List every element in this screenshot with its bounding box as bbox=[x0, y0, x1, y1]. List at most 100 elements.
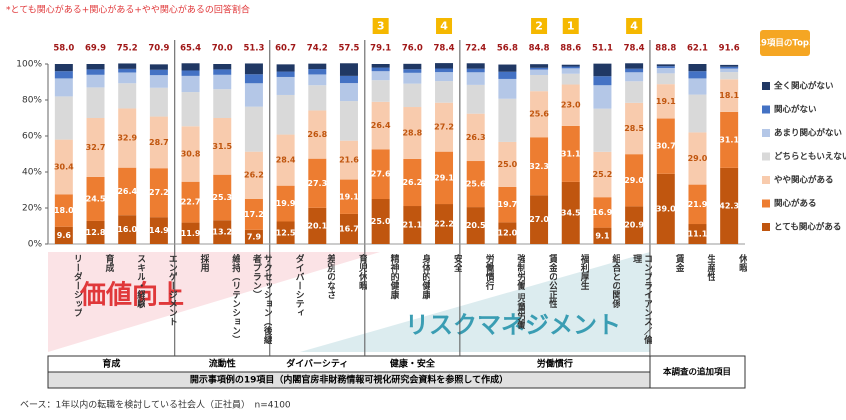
legend-label: 関心がない bbox=[774, 104, 817, 115]
value-label: 12.8 bbox=[86, 228, 106, 237]
y-tick-label: 0% bbox=[28, 240, 43, 250]
bar-segment bbox=[466, 113, 485, 162]
legend-label: あまり関心がない bbox=[774, 128, 842, 139]
bar-segment bbox=[435, 102, 454, 152]
bar-segment bbox=[149, 217, 168, 244]
bar-segment bbox=[530, 67, 549, 70]
extra-label: 本調査の追加項目 bbox=[663, 367, 731, 378]
value-label: 25.6 bbox=[529, 110, 549, 119]
bar-segment bbox=[593, 151, 612, 198]
group-footer: 開示事項例の19項目（内閣官房非財務情報可視化研究会資料を参照して作成） bbox=[190, 374, 508, 386]
bar-segment bbox=[149, 168, 168, 218]
total-label: 78.4 bbox=[434, 44, 455, 54]
bar-segment bbox=[86, 74, 105, 88]
bar-segment bbox=[54, 226, 73, 244]
category-label: エンゲージメント bbox=[166, 254, 177, 326]
legend-title-box bbox=[760, 30, 810, 56]
rank-badge bbox=[436, 18, 453, 34]
value-label: 19.7 bbox=[498, 200, 518, 209]
value-label: 11.1 bbox=[688, 230, 708, 239]
category-label: 安全 bbox=[452, 254, 463, 272]
bar-segment bbox=[720, 167, 739, 244]
legend-swatch bbox=[762, 152, 770, 161]
bar-segment bbox=[181, 63, 200, 71]
bar-segment bbox=[371, 199, 390, 244]
total-label: 51.3 bbox=[243, 44, 264, 54]
legend-swatch bbox=[762, 176, 770, 184]
bar-segment bbox=[403, 72, 422, 84]
value-label: 26.2 bbox=[244, 171, 264, 180]
value-label: 16.7 bbox=[339, 224, 359, 233]
bar-segment bbox=[466, 72, 485, 85]
value-label: 30.4 bbox=[54, 162, 74, 171]
bar-segment bbox=[435, 63, 454, 69]
bar-segment bbox=[625, 81, 644, 103]
bar-segment bbox=[276, 76, 295, 95]
bar-segment bbox=[213, 69, 232, 75]
y-tick-label: 100% bbox=[16, 60, 42, 70]
bar-segment bbox=[625, 68, 644, 73]
bar-segment bbox=[54, 71, 73, 79]
bar-segment bbox=[86, 64, 105, 70]
bar-segment bbox=[403, 107, 422, 159]
bar-segment bbox=[530, 64, 549, 68]
bar-segment bbox=[118, 63, 137, 69]
category-label: 精神的健康 bbox=[388, 254, 399, 299]
rank-badge bbox=[531, 18, 548, 34]
bar-segment bbox=[561, 84, 580, 126]
bar-segment bbox=[213, 89, 232, 118]
bar-segment bbox=[244, 229, 263, 244]
bar-segment bbox=[308, 74, 327, 86]
bar-segment bbox=[403, 63, 422, 70]
total-label: 56.8 bbox=[497, 44, 518, 54]
bar-segment bbox=[213, 220, 232, 244]
bar-segment bbox=[308, 110, 327, 159]
value-label: 28.8 bbox=[402, 128, 422, 137]
bar-segment bbox=[625, 154, 644, 207]
bar-segment bbox=[181, 75, 200, 93]
bar-segment bbox=[118, 215, 137, 244]
bar-segment bbox=[54, 78, 73, 97]
bar-segment bbox=[498, 64, 517, 72]
total-label: 65.4 bbox=[180, 44, 201, 54]
value-label: 31.1 bbox=[719, 135, 739, 144]
bar-segment bbox=[54, 64, 73, 72]
rank-label: 3 bbox=[377, 20, 385, 33]
value-bg bbox=[48, 252, 380, 352]
bar-segment bbox=[530, 74, 549, 92]
y-tick-label: 20% bbox=[22, 204, 42, 214]
bar-segment bbox=[86, 220, 105, 244]
category-label: 育児休暇 bbox=[356, 254, 367, 290]
footnote: ベース：1年以内の転職を検討している社会人（正社員） n=4100 bbox=[20, 399, 291, 411]
bar-segment bbox=[656, 64, 675, 67]
bar-segment bbox=[561, 68, 580, 74]
bar-segment bbox=[656, 73, 675, 85]
rank-label: 2 bbox=[535, 20, 543, 33]
bar-segment bbox=[339, 179, 358, 214]
value-label: 11.9 bbox=[181, 229, 201, 238]
total-label: 88.8 bbox=[655, 44, 676, 54]
category-label: 採用 bbox=[198, 254, 209, 272]
value-label: 26.8 bbox=[307, 130, 327, 139]
bar-segment bbox=[86, 176, 105, 221]
bar-segment bbox=[688, 78, 707, 95]
bar-segment bbox=[54, 96, 73, 140]
category-label: コンプライアンス／倫理 bbox=[631, 254, 653, 344]
value-label: 29.1 bbox=[434, 173, 454, 182]
value-label: 28.4 bbox=[276, 156, 296, 165]
bar-segment bbox=[118, 68, 137, 73]
value-label: 28.7 bbox=[149, 138, 169, 147]
bar-segment bbox=[625, 102, 644, 155]
bar-segment bbox=[308, 158, 327, 208]
extra-box bbox=[649, 355, 746, 389]
legend-swatch bbox=[762, 199, 770, 208]
value-label: 18.0 bbox=[54, 206, 74, 215]
bar-segment bbox=[244, 83, 263, 107]
bar-segment bbox=[498, 78, 517, 99]
category-label: 身体的健康 bbox=[420, 254, 431, 299]
bar-segment bbox=[54, 194, 73, 227]
bar-segment bbox=[118, 83, 137, 109]
category-label: 賃金 bbox=[673, 254, 684, 272]
bar-segment bbox=[308, 69, 327, 75]
